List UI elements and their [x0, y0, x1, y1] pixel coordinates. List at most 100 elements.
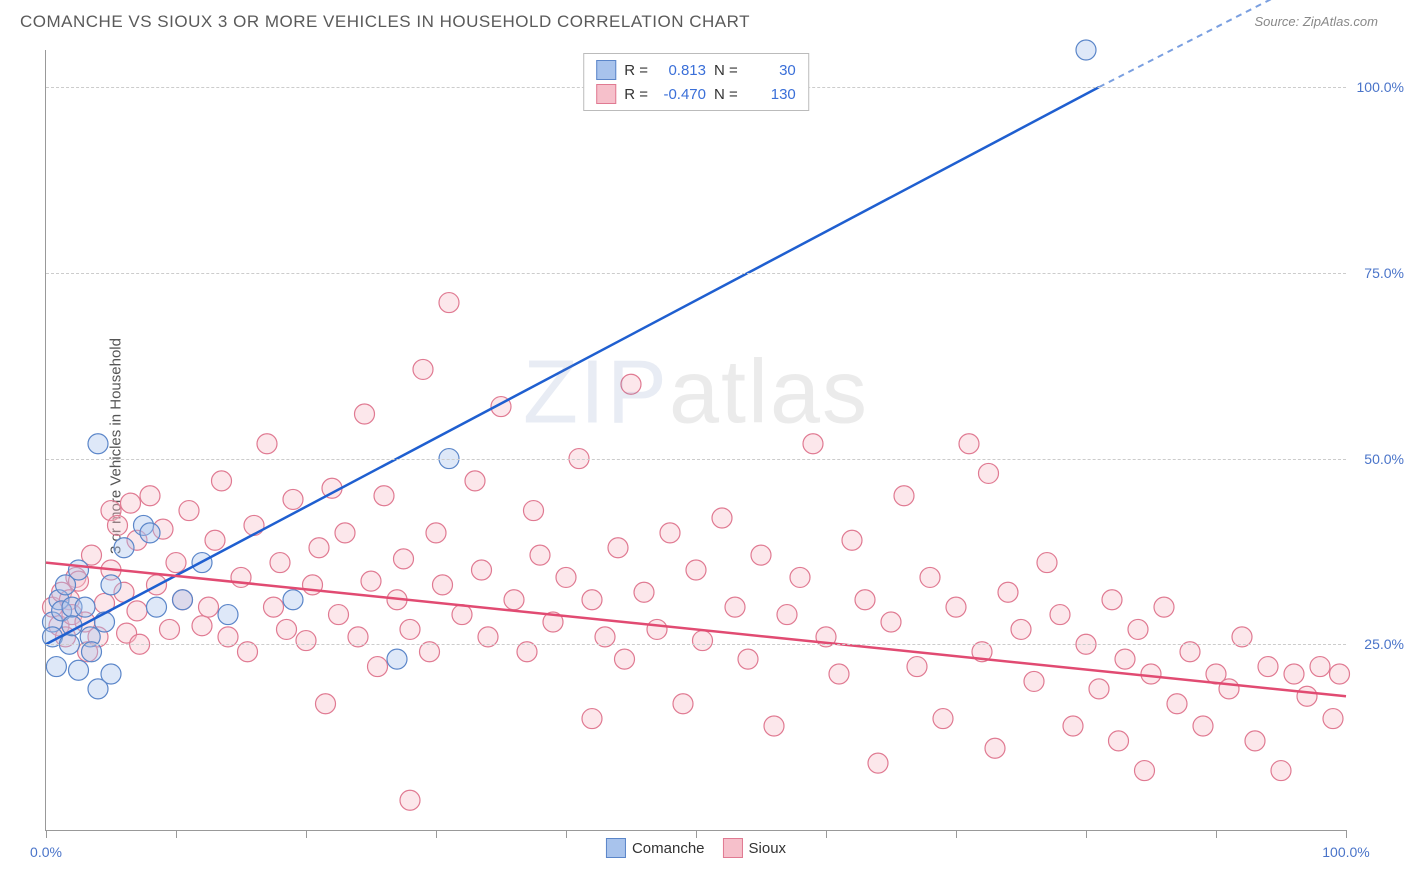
- x-tick: [46, 830, 47, 838]
- sioux-point: [1323, 709, 1343, 729]
- comanche-point: [69, 660, 89, 680]
- sioux-point: [634, 582, 654, 602]
- chart-plot-area: ZIPatlas R = 0.813 N = 30 R = -0.470 N =…: [45, 50, 1346, 831]
- sioux-point: [725, 597, 745, 617]
- sioux-point: [433, 575, 453, 595]
- comanche-point: [387, 649, 407, 669]
- x-tick: [1086, 830, 1087, 838]
- x-tick: [1216, 830, 1217, 838]
- sioux-point: [426, 523, 446, 543]
- sioux-point: [1135, 761, 1155, 781]
- sioux-point: [1330, 664, 1350, 684]
- x-tick: [1346, 830, 1347, 838]
- gridline: [46, 273, 1346, 274]
- sioux-point: [693, 631, 713, 651]
- sioux-point: [264, 597, 284, 617]
- sioux-point: [855, 590, 875, 610]
- sioux-point: [738, 649, 758, 669]
- sioux-point: [933, 709, 953, 729]
- n-label: N =: [714, 86, 738, 103]
- sioux-point: [1102, 590, 1122, 610]
- comanche-point: [218, 605, 238, 625]
- sioux-point: [1258, 657, 1278, 677]
- source-label: Source: ZipAtlas.com: [1254, 14, 1378, 29]
- sioux-point: [803, 434, 823, 454]
- sioux-point: [335, 523, 355, 543]
- sioux-point: [998, 582, 1018, 602]
- sioux-point: [842, 530, 862, 550]
- sioux-swatch: [596, 84, 616, 104]
- sioux-point: [296, 631, 316, 651]
- sioux-point: [212, 471, 232, 491]
- sioux-point: [361, 571, 381, 591]
- sioux-point: [368, 657, 388, 677]
- comanche-point: [69, 560, 89, 580]
- chart-title: COMANCHE VS SIOUX 3 OR MORE VEHICLES IN …: [20, 12, 750, 31]
- sioux-point: [1050, 605, 1070, 625]
- sioux-point: [121, 493, 141, 513]
- sioux-point: [673, 694, 693, 714]
- sioux-point: [920, 567, 940, 587]
- comanche-point: [1076, 40, 1096, 60]
- r-label: R =: [624, 62, 648, 79]
- comanche-point: [101, 664, 121, 684]
- legend-row-comanche: R = 0.813 N = 30: [596, 58, 796, 82]
- sioux-point: [556, 567, 576, 587]
- sioux-point: [329, 605, 349, 625]
- sioux-point: [530, 545, 550, 565]
- sioux-point: [439, 293, 459, 313]
- sioux-point: [205, 530, 225, 550]
- sioux-point: [400, 790, 420, 810]
- sioux-point: [199, 597, 219, 617]
- sioux-point: [1141, 664, 1161, 684]
- series-legend: Comanche Sioux: [606, 838, 786, 858]
- comanche-point: [88, 434, 108, 454]
- sioux-point: [140, 486, 160, 506]
- comanche-point: [101, 575, 121, 595]
- sioux-point: [686, 560, 706, 580]
- comanche-point: [95, 612, 115, 632]
- x-tick: [176, 830, 177, 838]
- gridline: [46, 459, 1346, 460]
- sioux-point: [1037, 553, 1057, 573]
- x-tick: [436, 830, 437, 838]
- sioux-point: [608, 538, 628, 558]
- comanche-point: [173, 590, 193, 610]
- sioux-point: [472, 560, 492, 580]
- sioux-point: [1271, 761, 1291, 781]
- n-label: N =: [714, 62, 738, 79]
- r-label: R =: [624, 86, 648, 103]
- scatter-svg: [46, 50, 1346, 830]
- sioux-point: [712, 508, 732, 528]
- sioux-point: [524, 501, 544, 521]
- sioux-point: [1154, 597, 1174, 617]
- sioux-point: [582, 590, 602, 610]
- y-tick-label: 25.0%: [1352, 636, 1404, 652]
- sioux-point: [907, 657, 927, 677]
- sioux-point: [881, 612, 901, 632]
- sioux-point: [316, 694, 336, 714]
- source-name: ZipAtlas.com: [1303, 14, 1378, 29]
- sioux-point: [894, 486, 914, 506]
- sioux-point: [413, 359, 433, 379]
- sioux-point: [985, 738, 1005, 758]
- comanche-point: [140, 523, 160, 543]
- source-prefix: Source:: [1254, 14, 1302, 29]
- comanche-swatch-bottom: [606, 838, 626, 858]
- comanche-n-value: 30: [746, 62, 796, 79]
- sioux-point: [108, 515, 128, 535]
- x-tick: [826, 830, 827, 838]
- sioux-point: [400, 619, 420, 639]
- sioux-point: [355, 404, 375, 424]
- sioux-point: [660, 523, 680, 543]
- sioux-point: [621, 374, 641, 394]
- sioux-point: [647, 619, 667, 639]
- sioux-point: [1128, 619, 1148, 639]
- y-tick-label: 50.0%: [1352, 451, 1404, 467]
- sioux-point: [1310, 657, 1330, 677]
- comanche-regression-line: [46, 87, 1099, 644]
- legend-item-sioux: Sioux: [723, 838, 787, 858]
- sioux-point: [1063, 716, 1083, 736]
- sioux-point: [582, 709, 602, 729]
- comanche-point: [46, 657, 66, 677]
